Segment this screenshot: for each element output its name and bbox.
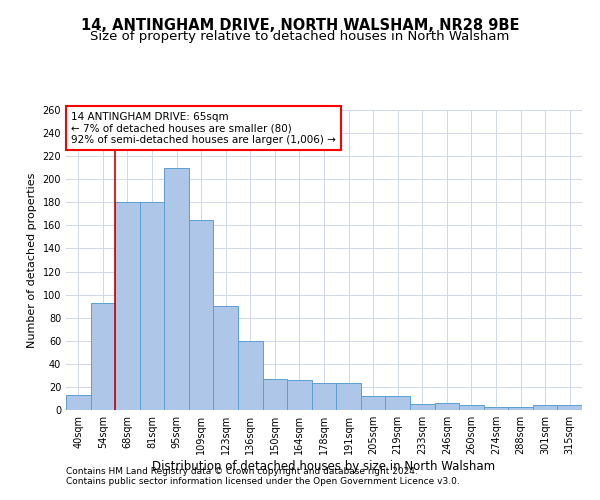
Bar bbox=[312, 384, 336, 410]
Bar bbox=[533, 406, 557, 410]
Bar bbox=[508, 406, 533, 410]
Bar bbox=[410, 404, 434, 410]
Text: Contains HM Land Registry data © Crown copyright and database right 2024.: Contains HM Land Registry data © Crown c… bbox=[66, 467, 418, 476]
Bar bbox=[189, 220, 214, 410]
Bar bbox=[115, 202, 140, 410]
Bar bbox=[434, 403, 459, 410]
Bar bbox=[459, 406, 484, 410]
Bar bbox=[287, 380, 312, 410]
Bar bbox=[238, 341, 263, 410]
Text: 14, ANTINGHAM DRIVE, NORTH WALSHAM, NR28 9BE: 14, ANTINGHAM DRIVE, NORTH WALSHAM, NR28… bbox=[81, 18, 519, 32]
Bar bbox=[263, 379, 287, 410]
Bar bbox=[164, 168, 189, 410]
Bar bbox=[214, 306, 238, 410]
Bar bbox=[66, 395, 91, 410]
Bar bbox=[336, 384, 361, 410]
Y-axis label: Number of detached properties: Number of detached properties bbox=[27, 172, 37, 348]
Bar bbox=[557, 406, 582, 410]
Bar bbox=[385, 396, 410, 410]
X-axis label: Distribution of detached houses by size in North Walsham: Distribution of detached houses by size … bbox=[152, 460, 496, 473]
Text: 14 ANTINGHAM DRIVE: 65sqm
← 7% of detached houses are smaller (80)
92% of semi-d: 14 ANTINGHAM DRIVE: 65sqm ← 7% of detach… bbox=[71, 112, 336, 144]
Bar bbox=[361, 396, 385, 410]
Bar bbox=[91, 302, 115, 410]
Text: Contains public sector information licensed under the Open Government Licence v3: Contains public sector information licen… bbox=[66, 477, 460, 486]
Bar bbox=[484, 406, 508, 410]
Text: Size of property relative to detached houses in North Walsham: Size of property relative to detached ho… bbox=[91, 30, 509, 43]
Bar bbox=[140, 202, 164, 410]
